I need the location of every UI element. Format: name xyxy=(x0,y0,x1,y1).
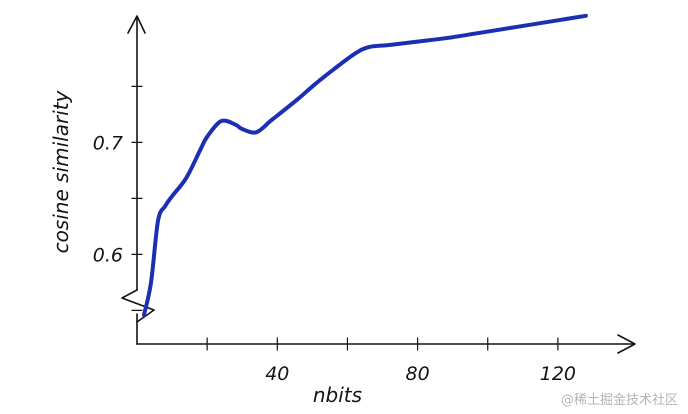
x-tick-label: 80 xyxy=(405,363,429,385)
y-axis-arrow xyxy=(127,15,146,34)
x-ticks xyxy=(206,337,559,351)
x-tick-labels: 40 80 120 xyxy=(265,363,576,385)
y-ticks xyxy=(131,85,143,311)
x-axis-arrow xyxy=(617,334,636,354)
axes xyxy=(121,15,636,354)
y-tick-labels: 0.6 0.7 xyxy=(93,132,123,266)
y-tick-label: 0.6 xyxy=(93,244,123,266)
y-tick-label: 0.7 xyxy=(93,132,123,154)
x-axis-label: nbits xyxy=(313,383,362,407)
watermark: @稀土掘金技术社区 xyxy=(560,393,678,408)
series-line xyxy=(142,13,588,317)
series-layer xyxy=(142,13,588,317)
x-tick-label: 40 xyxy=(265,363,289,385)
y-axis-label: cosine similarity xyxy=(49,89,73,253)
x-tick-label: 120 xyxy=(540,363,576,385)
